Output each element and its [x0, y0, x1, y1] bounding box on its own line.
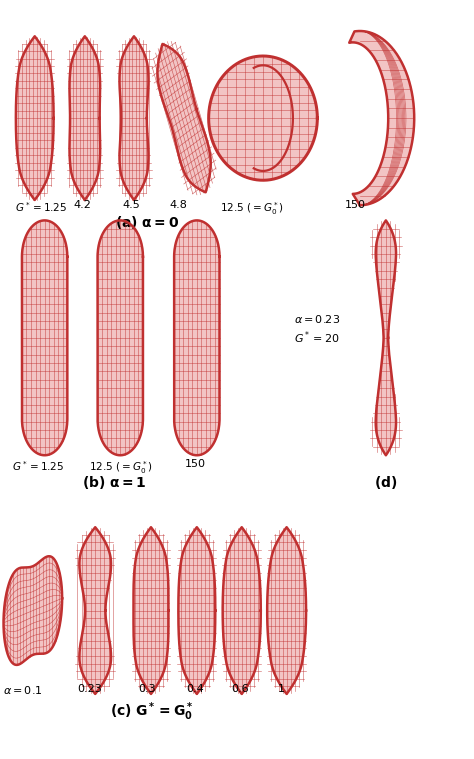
- Polygon shape: [98, 220, 143, 455]
- Polygon shape: [16, 36, 54, 200]
- Text: 150: 150: [185, 459, 206, 469]
- Polygon shape: [223, 528, 261, 694]
- Polygon shape: [349, 31, 414, 205]
- Text: $\bf{(b)}\ \alpha=1$: $\bf{(b)}\ \alpha=1$: [82, 474, 146, 491]
- Text: 4.5: 4.5: [123, 200, 140, 210]
- Polygon shape: [267, 528, 306, 694]
- Text: 1: 1: [278, 684, 285, 694]
- Text: $12.5\ (=G_0^*)$: $12.5\ (=G_0^*)$: [89, 459, 153, 476]
- Text: $\bf{(d)}$: $\bf{(d)}$: [374, 474, 398, 491]
- Text: 4.2: 4.2: [73, 200, 91, 210]
- Text: $\bf{(c)}\ G^*=G_0^*$: $\bf{(c)}\ G^*=G_0^*$: [110, 701, 194, 723]
- Text: $G^*=1.25$: $G^*=1.25$: [15, 200, 67, 214]
- Text: 4.8: 4.8: [170, 200, 188, 210]
- Polygon shape: [376, 220, 396, 455]
- Polygon shape: [209, 56, 318, 180]
- Polygon shape: [22, 220, 67, 455]
- Text: $\bf{(a)}\ \alpha=0$: $\bf{(a)}\ \alpha=0$: [115, 214, 179, 231]
- Polygon shape: [79, 528, 111, 694]
- Polygon shape: [134, 528, 168, 694]
- Text: $G^*=20$: $G^*=20$: [294, 329, 339, 346]
- Polygon shape: [70, 36, 100, 200]
- Text: 0.23: 0.23: [77, 684, 102, 694]
- Polygon shape: [3, 556, 62, 665]
- Text: 0.4: 0.4: [186, 684, 204, 694]
- Text: $\alpha=0.1$: $\alpha=0.1$: [3, 684, 43, 696]
- Polygon shape: [157, 44, 211, 192]
- Polygon shape: [178, 528, 215, 694]
- Text: $\alpha=0.23$: $\alpha=0.23$: [294, 313, 340, 325]
- Text: 0.3: 0.3: [139, 684, 156, 694]
- Text: 150: 150: [345, 200, 366, 210]
- Polygon shape: [119, 36, 148, 200]
- Text: 12.5 $(=G_0^*)$: 12.5 $(=G_0^*)$: [219, 200, 283, 217]
- Text: 0.6: 0.6: [231, 684, 248, 694]
- Polygon shape: [174, 220, 219, 455]
- Text: $G^*=1.25$: $G^*=1.25$: [11, 459, 64, 473]
